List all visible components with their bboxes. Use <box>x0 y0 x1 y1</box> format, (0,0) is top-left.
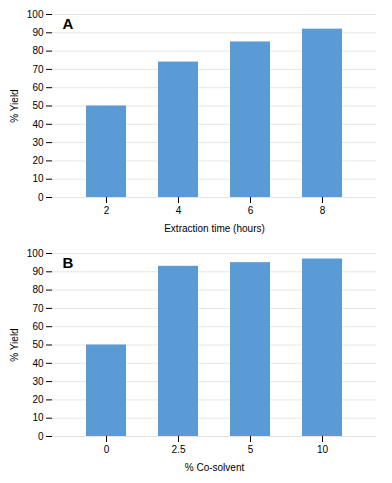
svg-text:70: 70 <box>32 64 44 75</box>
svg-text:10: 10 <box>32 412 44 423</box>
svg-text:100: 100 <box>27 9 44 20</box>
svg-text:50: 50 <box>32 339 44 350</box>
svg-text:60: 60 <box>32 321 44 332</box>
svg-text:10: 10 <box>317 444 329 455</box>
svg-text:30: 30 <box>32 376 44 387</box>
svg-text:70: 70 <box>32 303 44 314</box>
svg-text:40: 40 <box>32 358 44 369</box>
svg-text:2: 2 <box>104 205 110 216</box>
svg-text:Extraction time (hours): Extraction time (hours) <box>164 223 265 234</box>
svg-text:20: 20 <box>32 394 44 405</box>
svg-text:B: B <box>63 254 74 271</box>
svg-text:60: 60 <box>32 82 44 93</box>
svg-text:% Co-solvent: % Co-solvent <box>185 462 245 473</box>
svg-text:80: 80 <box>32 45 44 56</box>
svg-text:20: 20 <box>32 155 44 166</box>
svg-text:40: 40 <box>32 119 44 130</box>
svg-text:A: A <box>63 15 74 32</box>
svg-text:90: 90 <box>32 27 44 38</box>
svg-text:2.5: 2.5 <box>172 444 186 455</box>
svg-text:10: 10 <box>32 173 44 184</box>
svg-text:50: 50 <box>32 100 44 111</box>
svg-text:% Yield: % Yield <box>9 328 20 361</box>
svg-text:0: 0 <box>104 444 110 455</box>
svg-text:4: 4 <box>176 205 182 216</box>
svg-text:5: 5 <box>248 444 254 455</box>
svg-text:0: 0 <box>38 192 44 203</box>
svg-text:80: 80 <box>32 284 44 295</box>
svg-text:100: 100 <box>27 248 44 259</box>
svg-text:0: 0 <box>38 431 44 442</box>
svg-text:8: 8 <box>320 205 326 216</box>
svg-text:90: 90 <box>32 266 44 277</box>
svg-text:% Yield: % Yield <box>9 89 20 122</box>
svg-text:6: 6 <box>248 205 254 216</box>
svg-text:30: 30 <box>32 137 44 148</box>
